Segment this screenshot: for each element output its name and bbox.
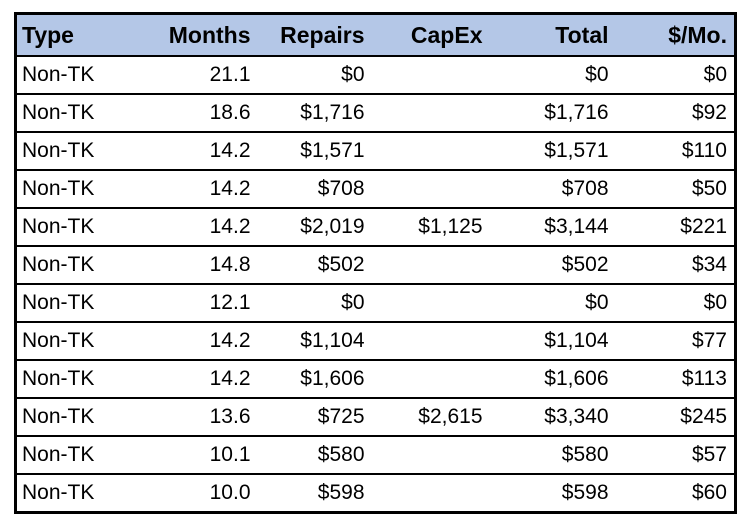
table-cell (371, 93, 490, 133)
table-cell: $0 (257, 283, 372, 323)
table-cell: $77 (615, 321, 736, 361)
table-cell: $598 (257, 473, 372, 514)
table-cell: Non-TK (15, 55, 156, 95)
table-cell: $0 (615, 283, 736, 323)
table-cell: 18.6 (155, 93, 258, 133)
table-header: Type Months Repairs CapEx Total $/Mo. (15, 12, 736, 57)
table-cell: $50 (615, 169, 736, 209)
table-cell (371, 321, 490, 361)
table-cell: Non-TK (15, 473, 156, 514)
table-cell: $0 (489, 55, 616, 95)
table-cell: Non-TK (15, 169, 156, 209)
table-cell: Non-TK (15, 131, 156, 171)
table-cell: 21.1 (155, 55, 258, 95)
expense-table: Type Months Repairs CapEx Total $/Mo. No… (14, 12, 737, 514)
table-cell (371, 55, 490, 95)
table-cell: $92 (615, 93, 736, 133)
table-cell: 14.2 (155, 359, 258, 399)
table-cell: Non-TK (15, 397, 156, 437)
table-cell: $2,615 (371, 397, 490, 437)
table-cell: $57 (615, 435, 736, 475)
table-cell: $1,606 (257, 359, 372, 399)
table-cell: 14.2 (155, 169, 258, 209)
column-header-capex: CapEx (371, 12, 490, 57)
column-header-type: Type (15, 12, 156, 57)
table-cell: 12.1 (155, 283, 258, 323)
table-cell: $221 (615, 207, 736, 247)
table-cell: Non-TK (15, 435, 156, 475)
table-cell: $1,104 (257, 321, 372, 361)
table-cell (371, 359, 490, 399)
table-row: Non-TK 14.2 $2,019 $1,125 $3,144 $221 (15, 207, 736, 247)
table-cell: $110 (615, 131, 736, 171)
table-cell: $60 (615, 473, 736, 514)
table-cell: 14.2 (155, 321, 258, 361)
table-cell (371, 131, 490, 171)
table-row: Non-TK 14.2 $1,104 $1,104 $77 (15, 321, 736, 361)
table-body: Non-TK 21.1 $0 $0 $0 Non-TK 18.6 $1,716 $1,716 $9… (15, 55, 736, 514)
table-cell: $113 (615, 359, 736, 399)
table-cell: Non-TK (15, 359, 156, 399)
table-cell: $1,716 (257, 93, 372, 133)
table-cell: $1,606 (489, 359, 616, 399)
table-cell: $0 (489, 283, 616, 323)
table-cell: Non-TK (15, 245, 156, 285)
table-cell (371, 473, 490, 514)
column-header-total: Total (489, 12, 616, 57)
table-cell: Non-TK (15, 207, 156, 247)
table-cell: Non-TK (15, 321, 156, 361)
table-cell: 13.6 (155, 397, 258, 437)
table-cell: $1,104 (489, 321, 616, 361)
table-cell (371, 283, 490, 323)
table-row: Non-TK 12.1 $0 $0 $0 (15, 283, 736, 323)
table-cell: $3,340 (489, 397, 616, 437)
column-header-per-mo: $/Mo. (615, 12, 736, 57)
table-row: Non-TK 14.2 $708 $708 $50 (15, 169, 736, 209)
table-cell: $0 (257, 55, 372, 95)
table-cell: 10.1 (155, 435, 258, 475)
expense-table-container: Type Months Repairs CapEx Total $/Mo. No… (14, 12, 737, 514)
table-cell: $708 (257, 169, 372, 209)
header-row: Type Months Repairs CapEx Total $/Mo. (15, 12, 736, 57)
table-cell: $580 (257, 435, 372, 475)
table-row: Non-TK 14.8 $502 $502 $34 (15, 245, 736, 285)
column-header-repairs: Repairs (257, 12, 372, 57)
column-header-months: Months (155, 12, 258, 57)
table-cell: $598 (489, 473, 616, 514)
table-cell: Non-TK (15, 93, 156, 133)
table-row: Non-TK 13.6 $725 $2,615 $3,340 $245 (15, 397, 736, 437)
table-cell (371, 435, 490, 475)
table-cell: Non-TK (15, 283, 156, 323)
table-cell: $502 (489, 245, 616, 285)
table-cell: $502 (257, 245, 372, 285)
table-cell: $3,144 (489, 207, 616, 247)
table-cell: $725 (257, 397, 372, 437)
table-cell: 10.0 (155, 473, 258, 514)
table-cell: $245 (615, 397, 736, 437)
table-row: Non-TK 14.2 $1,606 $1,606 $113 (15, 359, 736, 399)
table-cell: 14.8 (155, 245, 258, 285)
table-cell: $1,716 (489, 93, 616, 133)
table-cell: $2,019 (257, 207, 372, 247)
table-row: Non-TK 14.2 $1,571 $1,571 $110 (15, 131, 736, 171)
table-row: Non-TK 10.1 $580 $580 $57 (15, 435, 736, 475)
table-cell: $1,571 (489, 131, 616, 171)
table-row: Non-TK 21.1 $0 $0 $0 (15, 55, 736, 95)
table-cell (371, 245, 490, 285)
table-cell: $580 (489, 435, 616, 475)
table-cell: 14.2 (155, 207, 258, 247)
table-cell: $1,571 (257, 131, 372, 171)
table-row: Non-TK 18.6 $1,716 $1,716 $92 (15, 93, 736, 133)
table-cell: 14.2 (155, 131, 258, 171)
table-cell: $34 (615, 245, 736, 285)
table-cell: $708 (489, 169, 616, 209)
table-cell: $1,125 (371, 207, 490, 247)
table-cell: $0 (615, 55, 736, 95)
table-cell (371, 169, 490, 209)
table-row: Non-TK 10.0 $598 $598 $60 (15, 473, 736, 514)
